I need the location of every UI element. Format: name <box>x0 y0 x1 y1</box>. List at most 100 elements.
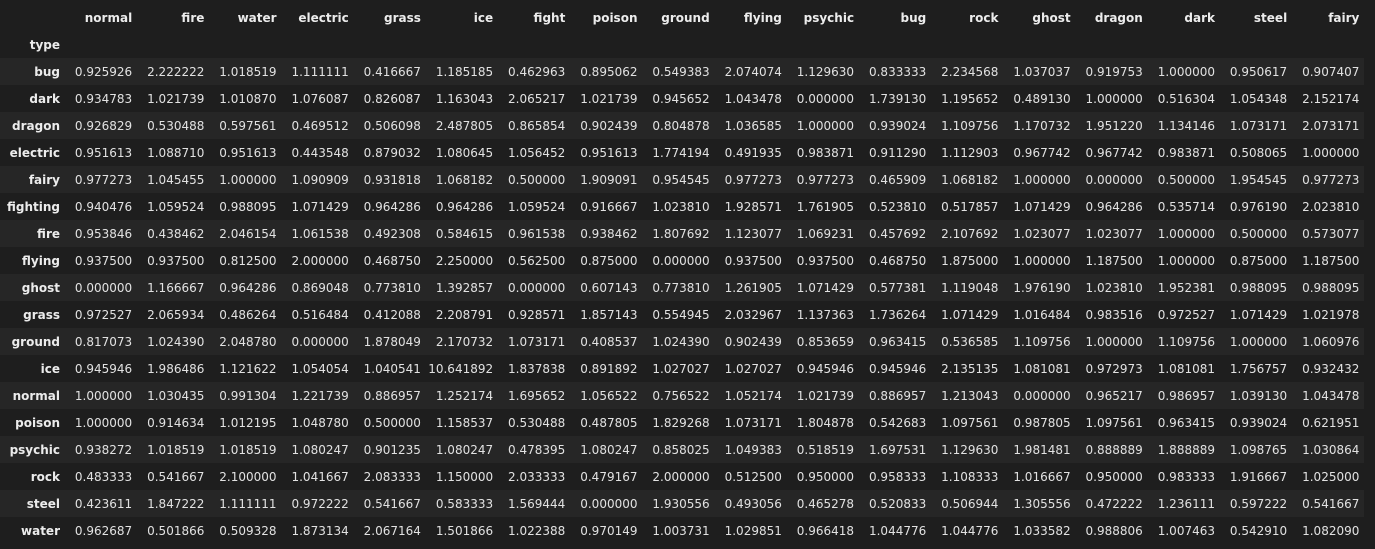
table-cell: 1.121622 <box>219 361 277 376</box>
table-cell: 1.195652 <box>941 91 999 106</box>
table-cell: 0.486264 <box>219 307 277 322</box>
table-cell: 1.221739 <box>291 388 349 403</box>
table-cell: 0.911290 <box>868 145 927 160</box>
table-cell: 0.509328 <box>219 523 277 538</box>
table-cell: 0.412088 <box>363 307 421 322</box>
table-cell: 1.043478 <box>1302 388 1360 403</box>
table-cell: 1.023810 <box>1085 280 1143 295</box>
table-cell: 0.000000 <box>1085 172 1143 187</box>
table-cell: 0.937500 <box>724 253 782 268</box>
table-cell: 1.023077 <box>1085 226 1143 241</box>
index-name-row: type <box>0 31 1365 58</box>
table-cell: 1.187500 <box>1085 253 1143 268</box>
table-cell: 1.952381 <box>1157 280 1215 295</box>
table-cell: 1.060976 <box>1302 334 1360 349</box>
table-cell: 0.963415 <box>1157 415 1215 430</box>
table-cell: 0.468750 <box>363 253 421 268</box>
table-cell: 1.048780 <box>291 415 349 430</box>
table-cell: 0.964286 <box>363 199 421 214</box>
table-row: ground 0.817073 1.024390 2.048780 0.000000 1.… <box>0 328 1365 355</box>
table-cell: 1.112903 <box>941 145 999 160</box>
table-cell: 0.530488 <box>508 415 566 430</box>
table-cell: 1.150000 <box>435 469 494 484</box>
table-cell: 0.937500 <box>74 253 133 268</box>
table-cell: 0.919753 <box>1085 64 1143 79</box>
table-cell: 2.032967 <box>724 307 782 322</box>
table-cell: 0.542910 <box>1229 523 1288 538</box>
table-cell: 1.000000 <box>1302 145 1360 160</box>
table-cell: 0.468750 <box>868 253 927 268</box>
column-header-fire: fire <box>181 10 205 25</box>
table-cell: 1.021978 <box>1302 307 1360 322</box>
table-header: normal fire water electric grass ice fight pois… <box>0 4 1365 58</box>
table-cell: 2.074074 <box>724 64 782 79</box>
table-cell: 0.937500 <box>796 253 855 268</box>
table-cell: 0.438462 <box>147 226 205 241</box>
table-cell: 1.875000 <box>941 253 999 268</box>
table-cell: 1.059524 <box>147 199 205 214</box>
table-cell: 1.981481 <box>1013 442 1071 457</box>
table-cell: 0.487805 <box>580 415 638 430</box>
table-cell: 1.123077 <box>724 226 782 241</box>
table-cell: 0.000000 <box>652 253 710 268</box>
table-cell: 1.097561 <box>941 415 999 430</box>
table-cell: 0.945946 <box>868 361 927 376</box>
table-cell: 1.080247 <box>435 442 494 457</box>
index-name: type <box>29 37 60 52</box>
table-cell: 0.756522 <box>652 388 710 403</box>
table-cell: 0.516304 <box>1157 91 1215 106</box>
table-cell: 2.067164 <box>363 523 421 538</box>
table-cell: 0.408537 <box>580 334 638 349</box>
table-cell: 1.097561 <box>1085 415 1143 430</box>
table-cell: 0.562500 <box>508 253 566 268</box>
table-cell: 1.054054 <box>291 361 349 376</box>
table-cell: 2.100000 <box>219 469 277 484</box>
table-cell: 1.847222 <box>147 496 205 511</box>
dataframe-table: normal fire water electric grass ice fight pois… <box>0 4 1365 544</box>
table-cell: 0.500000 <box>508 172 566 187</box>
table-cell: 0.983871 <box>1157 145 1215 160</box>
column-header-dark: dark <box>1184 10 1215 25</box>
table-cell: 0.423611 <box>74 496 133 511</box>
table-cell: 0.931818 <box>363 172 421 187</box>
table-cell: 1.036585 <box>724 118 782 133</box>
table-cell: 1.736264 <box>868 307 927 322</box>
table-cell: 0.977273 <box>74 172 133 187</box>
table-row: psychic 0.938272 1.018519 1.018519 1.080247 0… <box>0 436 1365 463</box>
row-label: grass <box>23 307 60 322</box>
column-header-fairy: fairy <box>1328 10 1360 25</box>
table-cell: 1.954545 <box>1229 172 1288 187</box>
table-cell: 1.076087 <box>291 91 349 106</box>
table-cell: 1.000000 <box>796 118 855 133</box>
table-cell: 0.000000 <box>74 280 133 295</box>
table-cell: 1.071429 <box>941 307 999 322</box>
table-cell: 1.090909 <box>291 172 349 187</box>
table-cell: 1.056522 <box>580 388 638 403</box>
table-cell: 0.938462 <box>580 226 638 241</box>
row-label: electric <box>9 145 60 160</box>
table-cell: 0.963415 <box>868 334 927 349</box>
table-cell: 0.962687 <box>74 523 133 538</box>
row-label: bug <box>34 64 60 79</box>
table-cell: 1.007463 <box>1157 523 1215 538</box>
table-cell: 0.901235 <box>363 442 421 457</box>
table-cell: 1.073171 <box>1229 118 1288 133</box>
table-cell: 0.928571 <box>508 307 566 322</box>
table-cell: 1.018519 <box>219 64 277 79</box>
table-cell: 1.068182 <box>941 172 999 187</box>
column-header-normal: normal <box>84 10 133 25</box>
table-cell: 0.926829 <box>74 118 133 133</box>
table-cell: 1.000000 <box>1157 253 1215 268</box>
table-cell: 0.916667 <box>580 199 638 214</box>
table-cell: 1.187500 <box>1302 253 1360 268</box>
table-cell: 0.891892 <box>580 361 638 376</box>
table-cell: 1.392857 <box>435 280 494 295</box>
table-cell: 1.739130 <box>868 91 927 106</box>
table-cell: 0.000000 <box>580 496 638 511</box>
table-cell: 0.964286 <box>1085 199 1143 214</box>
row-label: fighting <box>6 199 60 214</box>
table-cell: 2.073171 <box>1302 118 1360 133</box>
table-cell: 1.501866 <box>435 523 494 538</box>
table-cell: 1.023810 <box>652 199 710 214</box>
